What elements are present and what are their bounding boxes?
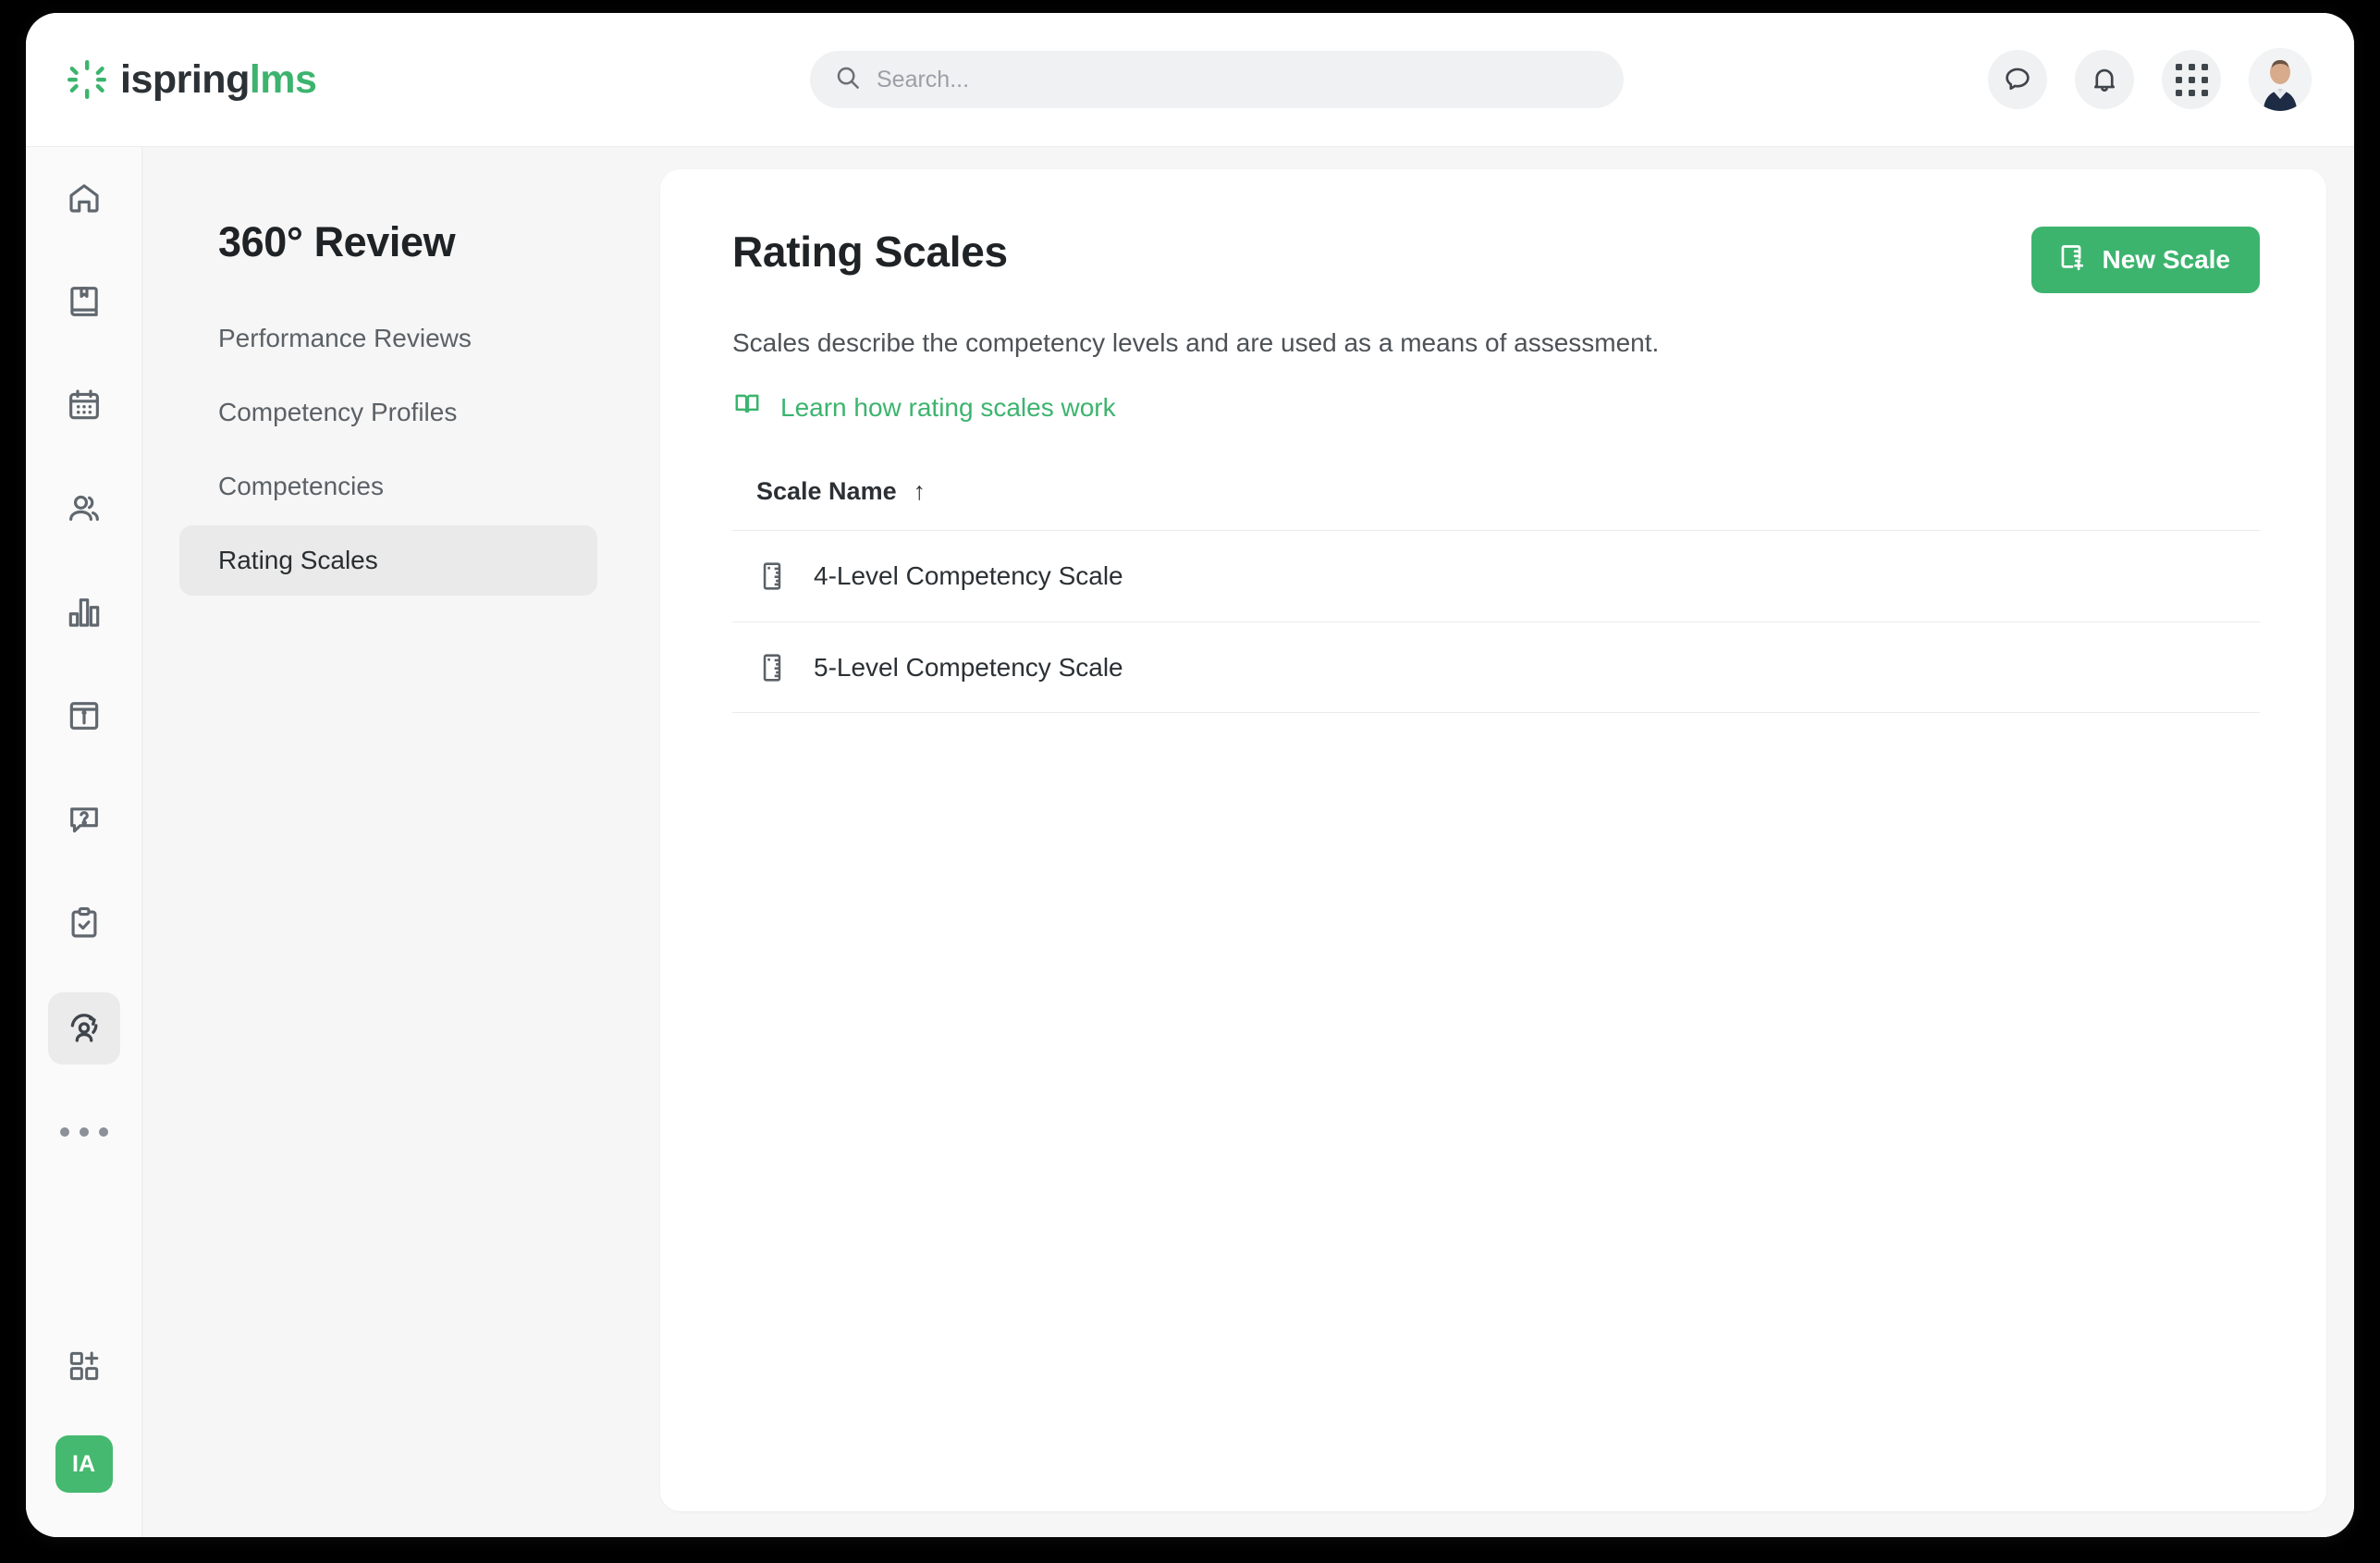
brand-name: ispringlms [120, 56, 317, 103]
rail-item-calendar[interactable] [48, 371, 120, 443]
brand-name-accent: lms [249, 56, 317, 102]
rail-item-help[interactable] [48, 785, 120, 857]
scale-name: 5-Level Competency Scale [814, 652, 1123, 682]
nav-item-label: Competencies [218, 472, 384, 500]
nav-item-rating-scales[interactable]: Rating Scales [179, 525, 597, 596]
page-description: Scales describe the competency levels an… [732, 328, 1660, 357]
app-body: IA 360° Review Performance Reviews Compe… [26, 147, 2354, 1537]
new-scale-label: New Scale [2102, 245, 2230, 274]
page-title: Rating Scales [732, 228, 1008, 276]
card-header: Rating Scales New S [732, 227, 2260, 293]
org-badge[interactable]: IA [55, 1435, 113, 1493]
column-label: Scale Name [756, 477, 897, 505]
rail-item-tasks[interactable] [48, 889, 120, 961]
rail-item-add-app[interactable] [48, 1332, 120, 1404]
nav-item-label: Performance Reviews [218, 324, 472, 352]
search-icon [834, 64, 862, 96]
new-scale-icon [2055, 241, 2087, 279]
header-actions [1988, 48, 2312, 111]
rail-item-more[interactable] [48, 1096, 120, 1168]
more-dots-icon [59, 1127, 108, 1137]
info-panel-icon [65, 696, 104, 740]
rail-item-courses[interactable] [48, 267, 120, 339]
nav-item-competencies[interactable]: Competencies [179, 451, 597, 522]
nav-item-label: Rating Scales [218, 546, 378, 574]
calendar-icon [65, 386, 104, 429]
rail-item-360-review[interactable] [47, 992, 120, 1065]
user-avatar[interactable] [2249, 48, 2312, 111]
ruler-scale-icon [756, 560, 788, 592]
apps-grid-dots [2175, 63, 2208, 96]
home-icon [65, 178, 104, 222]
section-nav: 360° Review Performance Reviews Competen… [142, 147, 634, 1537]
help-question-icon [65, 800, 104, 843]
sunburst-icon [67, 59, 107, 100]
rating-scales-table: Scale Name ↑ [732, 477, 2260, 713]
nav-item-label: Competency Profiles [218, 398, 458, 426]
learn-more-link[interactable]: Learn how rating scales work [732, 389, 1116, 425]
rail-item-reports[interactable] [48, 578, 120, 650]
brand-name-primary: ispring [120, 56, 250, 102]
icon-rail: IA [26, 147, 142, 1537]
ruler-scale-icon [756, 652, 788, 683]
rail-item-users[interactable] [48, 474, 120, 547]
reports-bar-chart-icon [65, 593, 104, 636]
learn-more-label: Learn how rating scales work [780, 392, 1116, 422]
brand-logo[interactable]: ispringlms [67, 56, 317, 103]
sort-ascending-icon: ↑ [913, 477, 926, 505]
table-header-scale-name[interactable]: Scale Name ↑ [732, 477, 926, 530]
nav-item-performance-reviews[interactable]: Performance Reviews [179, 303, 597, 374]
main-area: Rating Scales New S [634, 147, 2354, 1537]
chat-icon[interactable] [1988, 50, 2047, 109]
nav-item-competency-profiles[interactable]: Competency Profiles [179, 377, 597, 448]
review-360-icon [64, 1006, 104, 1052]
users-icon [65, 489, 104, 533]
top-header: ispringlms [26, 13, 2354, 147]
search-bar[interactable] [810, 51, 1624, 108]
new-scale-button[interactable]: New Scale [2031, 227, 2260, 293]
apps-grid-icon[interactable] [2162, 50, 2221, 109]
search-input[interactable] [877, 66, 1600, 93]
content-card: Rating Scales New S [660, 169, 2326, 1511]
scale-name: 4-Level Competency Scale [814, 561, 1123, 590]
clipboard-check-icon [65, 904, 104, 947]
app-window: ispringlms [26, 13, 2354, 1537]
courses-book-icon [65, 282, 104, 326]
rail-item-info[interactable] [48, 682, 120, 754]
rail-item-home[interactable] [48, 164, 120, 236]
section-title: 360° Review [218, 218, 456, 265]
table-row[interactable]: 4-Level Competency Scale [732, 530, 2260, 622]
add-apps-icon [66, 1348, 103, 1389]
notifications-bell-icon[interactable] [2075, 50, 2134, 109]
open-book-icon [732, 389, 762, 425]
table-row[interactable]: 5-Level Competency Scale [732, 622, 2260, 713]
